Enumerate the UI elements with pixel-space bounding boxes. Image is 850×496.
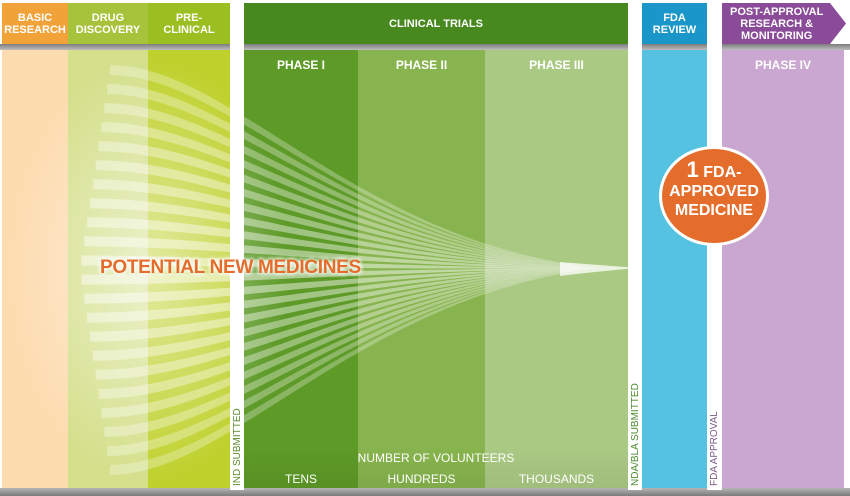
funnel-ray xyxy=(90,268,600,342)
post-approval-arrow-tip xyxy=(830,3,846,44)
funnel-ray xyxy=(92,179,600,268)
volunteers-title: NUMBER OF VOLUNTEERS xyxy=(357,451,515,465)
bottom-shadow-divider xyxy=(0,488,850,496)
fda-review-header-label: FDA REVIEW xyxy=(652,11,697,36)
funnel-ray xyxy=(87,268,600,323)
volunteers-hundreds: HUNDREDS xyxy=(387,472,456,486)
funnel-glow xyxy=(10,60,290,480)
funnel-ray xyxy=(84,268,601,304)
badge-line3: MEDICINE xyxy=(674,202,754,219)
basic-research-header: BASIC RESEARCH xyxy=(2,3,68,44)
drug-discovery-header-label: DRUG DISCOVERY xyxy=(75,11,141,36)
funnel-tip xyxy=(560,262,640,276)
funnel-ray xyxy=(98,268,601,399)
phase2-label: PHASE II xyxy=(395,58,448,72)
funnel-ray xyxy=(98,141,601,268)
funnel-ray xyxy=(81,255,600,269)
phase4-column xyxy=(722,48,844,490)
phase2-column xyxy=(358,48,485,490)
fda-approval-label: FDA APPROVAL xyxy=(709,411,720,486)
clinical-trials-header-label: CLINICAL TRIALS xyxy=(389,17,483,30)
basic-research-header-label: BASIC RESEARCH xyxy=(4,11,66,36)
ind-submitted-label: IND SUBMITTED xyxy=(232,408,243,486)
funnel-ray xyxy=(95,160,600,268)
drug-discovery-header: DRUG DISCOVERY xyxy=(68,3,148,44)
phase1-label: PHASE I xyxy=(276,58,325,72)
fda-review-header: FDA REVIEW xyxy=(642,3,707,44)
fda-approved-medicine-badge: 1 FDA- APPROVED MEDICINE xyxy=(659,146,769,246)
badge-number: 1 xyxy=(686,157,699,182)
fda-review-column xyxy=(642,48,707,490)
funnel-ray xyxy=(101,122,600,269)
funnel-ray xyxy=(90,198,600,268)
phase4-label: PHASE IV xyxy=(754,58,811,72)
volunteers-tens: TENS xyxy=(284,472,317,486)
nda-milestone-bar xyxy=(628,44,642,490)
pre-clinical-header: PRE- CLINICAL xyxy=(148,3,230,44)
funnel-ray xyxy=(92,268,600,361)
post-approval-header: POST-APPROVAL RESEARCH & MONITORING xyxy=(722,3,830,44)
badge-line2: APPROVED xyxy=(669,183,759,200)
funnel-ray xyxy=(95,268,600,380)
funnel-ray xyxy=(104,103,601,268)
funnel-ray xyxy=(101,268,600,418)
header-shadow-divider xyxy=(0,44,850,50)
ind-milestone-bar xyxy=(230,44,244,490)
clinical-trials-header: CLINICAL TRIALS xyxy=(244,3,628,44)
funnel-ray xyxy=(104,268,601,437)
volunteers-thousands: THOUSANDS xyxy=(518,472,595,486)
funnel-ray xyxy=(81,268,600,285)
nda-submitted-label: NDA/BLA SUBMITTED xyxy=(630,383,641,486)
pre-clinical-header-label: PRE- CLINICAL xyxy=(163,11,215,36)
volunteers-band xyxy=(244,448,628,488)
potential-new-medicines-label: POTENTIAL NEW MEDICINES xyxy=(100,257,361,278)
badge-line1: FDA- xyxy=(703,164,742,181)
phase3-label: PHASE III xyxy=(529,58,584,72)
post-approval-header-label: POST-APPROVAL RESEARCH & MONITORING xyxy=(730,5,824,42)
funnel-ray xyxy=(87,217,600,268)
funnel-ray xyxy=(84,236,601,268)
